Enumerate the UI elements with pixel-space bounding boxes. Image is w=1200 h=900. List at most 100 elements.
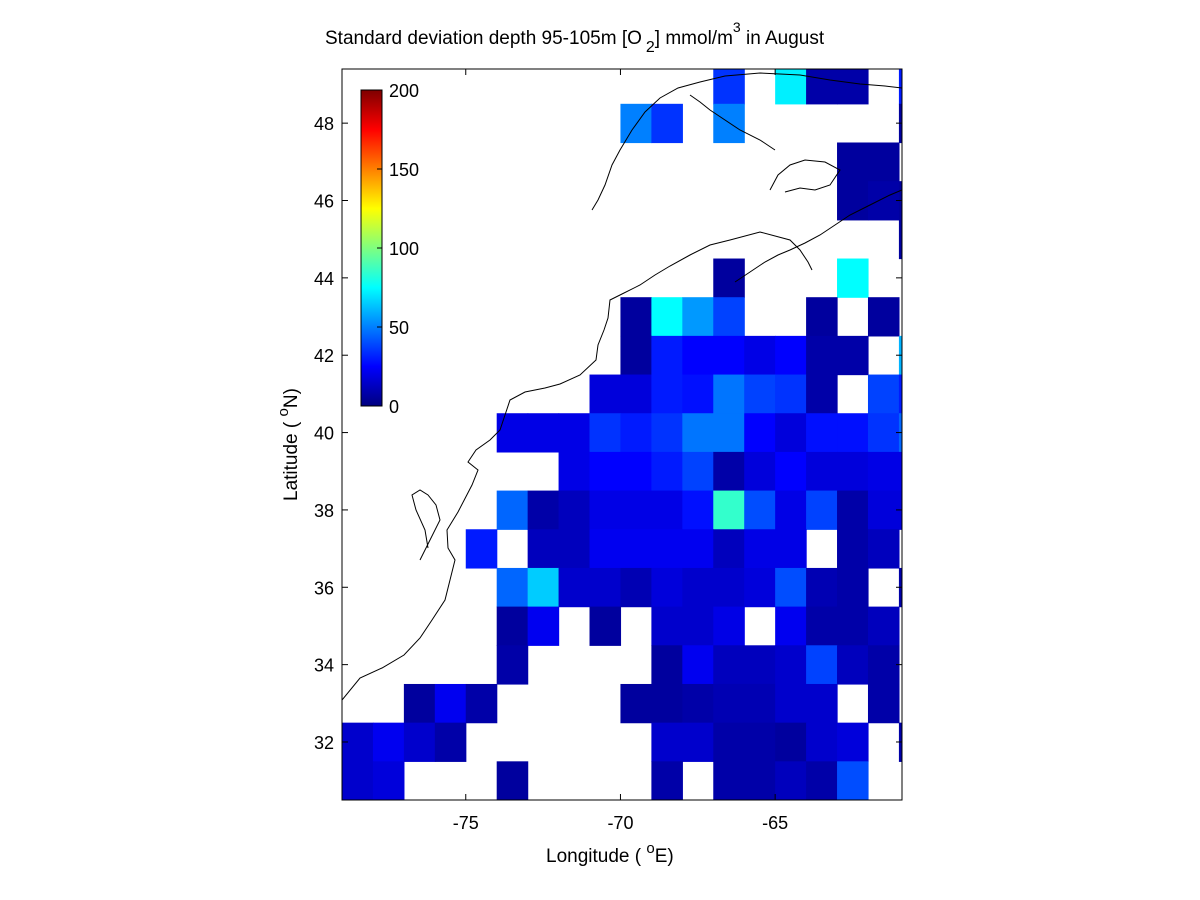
heatmap-cell (465, 529, 498, 569)
heatmap-cell (713, 451, 745, 492)
heatmap-cell (713, 413, 745, 453)
heatmap-cell (775, 490, 807, 530)
y-tick-label: 40 (314, 424, 334, 444)
heatmap-cell (898, 69, 902, 105)
heatmap-cell (775, 413, 807, 453)
heatmap-cell (806, 335, 838, 376)
heatmap-cell (713, 683, 745, 724)
heatmap-cell (744, 451, 776, 492)
heatmap-cell (372, 722, 405, 762)
heatmap-cell (558, 490, 591, 530)
heatmap-cell (651, 722, 683, 762)
heatmap-cell (837, 335, 869, 376)
heatmap-cell (775, 761, 807, 800)
heatmap-cell (713, 606, 745, 646)
heatmap-cell (867, 181, 900, 221)
heatmap-cell (589, 567, 622, 608)
x-tick-label: -65 (762, 813, 788, 833)
heatmap-cell (775, 567, 807, 608)
heatmap-cell (651, 529, 683, 569)
heatmap-cell (651, 413, 683, 453)
heatmap-cell (682, 529, 714, 569)
heatmap-cell (496, 567, 529, 608)
heatmap-cell (713, 490, 745, 530)
heatmap-cell (806, 297, 838, 337)
heatmap-cell (589, 606, 622, 646)
heatmap-cell (620, 297, 652, 337)
heatmap-cell (589, 413, 622, 453)
heatmap-cell (651, 606, 683, 646)
y-tick-label: 42 (314, 346, 334, 366)
heatmap-cell (682, 567, 714, 608)
colorbar-tick-label: 0 (389, 397, 399, 417)
y-axis-label: Latitude ( oN) (275, 388, 302, 501)
heatmap-cell (651, 335, 683, 376)
heatmap-cell (837, 181, 869, 221)
heatmap-cell (496, 645, 529, 685)
heatmap-cell (682, 413, 714, 453)
heatmap-cell (713, 103, 745, 144)
y-tick-label: 48 (314, 114, 334, 134)
heatmap-cell (775, 683, 807, 724)
heatmap-cell (744, 374, 776, 414)
heatmap-cell (558, 451, 591, 492)
heatmap-cell (775, 529, 807, 569)
heatmap-cell (744, 413, 776, 453)
heatmap-cell (713, 258, 745, 298)
heatmap-cell (837, 413, 869, 453)
heatmap-cell (775, 374, 807, 414)
heatmap-cell (527, 413, 560, 453)
heatmap-cell (806, 490, 838, 530)
colorbar: 0 50 100 150 200 (360, 81, 419, 417)
colorbar-tick-label: 200 (389, 81, 419, 101)
heatmap-cell (867, 529, 900, 569)
heatmap-cell (372, 761, 405, 800)
heatmap-cell (682, 335, 714, 376)
heatmap-cell (713, 335, 745, 376)
heatmap-cell (867, 142, 900, 182)
heatmap-cell (898, 335, 902, 376)
heatmap-cell (620, 335, 652, 376)
heatmap-cell (558, 529, 591, 569)
y-tick-label: 46 (314, 192, 334, 212)
heatmap-cell (898, 374, 902, 414)
heatmap-cell (898, 451, 902, 492)
heatmap-cell (744, 761, 776, 800)
colorbar-tick-label: 50 (389, 318, 409, 338)
heatmap-cell (713, 645, 745, 685)
heatmap-cell (682, 645, 714, 685)
heatmap-cell (620, 567, 652, 608)
heatmap-cell (930, 297, 962, 336)
heatmap-cell (620, 529, 652, 569)
colorbar-tick-label: 100 (389, 239, 419, 259)
x-axis-label: Longitude ( oE) (546, 840, 674, 867)
heatmap-cell (527, 529, 560, 569)
heatmap-cell (620, 413, 652, 453)
heatmap-cell (837, 142, 869, 182)
heatmap-cell (837, 529, 869, 569)
heatmap-cell (651, 645, 683, 685)
heatmap-cell (682, 297, 714, 337)
heatmap-cell (713, 297, 745, 337)
heatmap-cell (651, 567, 683, 608)
colorbar-tick-label: 150 (389, 160, 419, 180)
heatmap-cell (806, 413, 838, 453)
heatmap-cell (898, 219, 902, 260)
y-tick-label: 44 (314, 269, 334, 289)
heatmap-cell (713, 722, 745, 762)
coastline (342, 72, 902, 701)
heatmap-cell (589, 374, 622, 414)
heatmap-cell (837, 606, 869, 646)
heatmap-cell (589, 490, 622, 530)
heatmap-cell (806, 761, 838, 800)
heatmap-cell (806, 374, 838, 414)
heatmap-cell (373, 800, 405, 839)
heatmap-cell (806, 800, 838, 839)
heatmap-cell (898, 413, 902, 453)
heatmap-cell (837, 645, 869, 685)
heatmap-cell (342, 761, 374, 800)
heatmap-cell (898, 103, 902, 144)
heatmap-cell (713, 761, 745, 800)
heatmap-cell (527, 490, 560, 530)
heatmap-cell (403, 722, 436, 762)
